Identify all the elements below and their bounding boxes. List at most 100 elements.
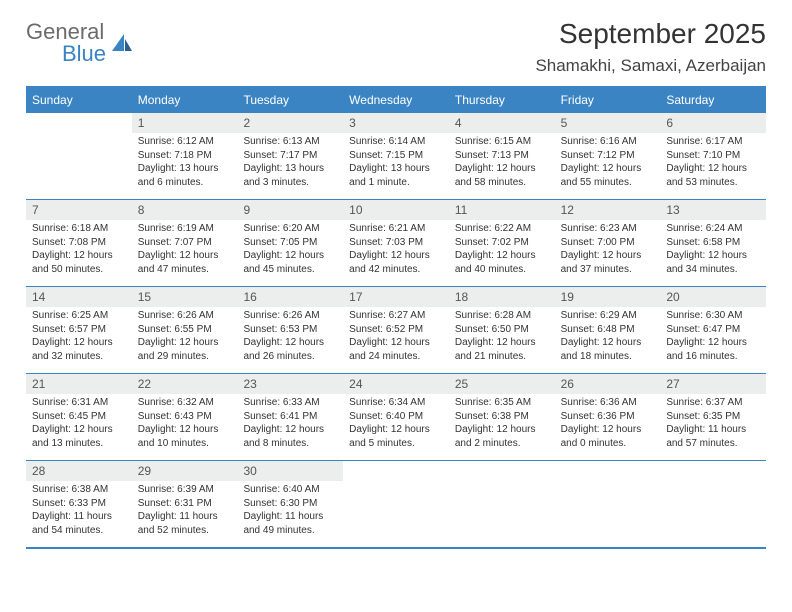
calendar-day: 20Sunrise: 6:30 AMSunset: 6:47 PMDayligh… bbox=[660, 287, 766, 373]
day-number: 1 bbox=[132, 113, 238, 133]
day-number: 30 bbox=[237, 461, 343, 481]
day-line-ss: Sunset: 6:50 PM bbox=[455, 323, 549, 337]
day-details: Sunrise: 6:21 AMSunset: 7:03 PMDaylight:… bbox=[343, 220, 449, 281]
day-line-dl1: Daylight: 13 hours bbox=[349, 162, 443, 176]
calendar-day: 24Sunrise: 6:34 AMSunset: 6:40 PMDayligh… bbox=[343, 374, 449, 460]
header: General Blue September 2025 Shamakhi, Sa… bbox=[26, 18, 766, 76]
weekday-header: Tuesday bbox=[237, 88, 343, 113]
day-number: 20 bbox=[660, 287, 766, 307]
calendar-day: 1Sunrise: 6:12 AMSunset: 7:18 PMDaylight… bbox=[132, 113, 238, 199]
day-line-dl2: and 21 minutes. bbox=[455, 350, 549, 364]
day-line-dl1: Daylight: 12 hours bbox=[666, 336, 760, 350]
day-line-ss: Sunset: 7:03 PM bbox=[349, 236, 443, 250]
day-line-ss: Sunset: 6:41 PM bbox=[243, 410, 337, 424]
day-line-dl1: Daylight: 12 hours bbox=[561, 249, 655, 263]
day-line-sr: Sunrise: 6:33 AM bbox=[243, 396, 337, 410]
day-number: 11 bbox=[449, 200, 555, 220]
day-number: 19 bbox=[555, 287, 661, 307]
calendar-week: 28Sunrise: 6:38 AMSunset: 6:33 PMDayligh… bbox=[26, 461, 766, 547]
day-details: Sunrise: 6:12 AMSunset: 7:18 PMDaylight:… bbox=[132, 133, 238, 194]
day-number: 12 bbox=[555, 200, 661, 220]
day-line-dl1: Daylight: 12 hours bbox=[32, 336, 126, 350]
day-details: Sunrise: 6:26 AMSunset: 6:55 PMDaylight:… bbox=[132, 307, 238, 368]
day-line-ss: Sunset: 6:33 PM bbox=[32, 497, 126, 511]
calendar-day bbox=[26, 113, 132, 199]
day-line-ss: Sunset: 6:48 PM bbox=[561, 323, 655, 337]
calendar-week: 21Sunrise: 6:31 AMSunset: 6:45 PMDayligh… bbox=[26, 374, 766, 461]
weekday-header: Sunday bbox=[26, 88, 132, 113]
day-number: 13 bbox=[660, 200, 766, 220]
day-line-sr: Sunrise: 6:26 AM bbox=[138, 309, 232, 323]
day-line-dl2: and 8 minutes. bbox=[243, 437, 337, 451]
calendar-day bbox=[660, 461, 766, 547]
day-details: Sunrise: 6:28 AMSunset: 6:50 PMDaylight:… bbox=[449, 307, 555, 368]
sail-icon bbox=[111, 33, 133, 58]
weekday-header: Saturday bbox=[660, 88, 766, 113]
day-number: 27 bbox=[660, 374, 766, 394]
month-title: September 2025 bbox=[535, 18, 766, 50]
day-line-dl1: Daylight: 12 hours bbox=[455, 162, 549, 176]
calendar-day: 26Sunrise: 6:36 AMSunset: 6:36 PMDayligh… bbox=[555, 374, 661, 460]
calendar-day: 18Sunrise: 6:28 AMSunset: 6:50 PMDayligh… bbox=[449, 287, 555, 373]
day-number: 21 bbox=[26, 374, 132, 394]
day-line-ss: Sunset: 6:38 PM bbox=[455, 410, 549, 424]
day-line-dl2: and 6 minutes. bbox=[138, 176, 232, 190]
day-line-dl1: Daylight: 12 hours bbox=[561, 162, 655, 176]
day-number: 10 bbox=[343, 200, 449, 220]
day-line-dl1: Daylight: 12 hours bbox=[138, 423, 232, 437]
day-line-dl2: and 10 minutes. bbox=[138, 437, 232, 451]
day-line-ss: Sunset: 7:00 PM bbox=[561, 236, 655, 250]
day-details: Sunrise: 6:37 AMSunset: 6:35 PMDaylight:… bbox=[660, 394, 766, 455]
day-number: 3 bbox=[343, 113, 449, 133]
calendar-day: 9Sunrise: 6:20 AMSunset: 7:05 PMDaylight… bbox=[237, 200, 343, 286]
day-line-dl2: and 58 minutes. bbox=[455, 176, 549, 190]
brand-word2: Blue bbox=[62, 41, 106, 66]
day-line-ss: Sunset: 7:08 PM bbox=[32, 236, 126, 250]
day-line-ss: Sunset: 7:15 PM bbox=[349, 149, 443, 163]
calendar-day: 25Sunrise: 6:35 AMSunset: 6:38 PMDayligh… bbox=[449, 374, 555, 460]
calendar-day: 15Sunrise: 6:26 AMSunset: 6:55 PMDayligh… bbox=[132, 287, 238, 373]
day-line-dl1: Daylight: 12 hours bbox=[666, 249, 760, 263]
day-line-dl2: and 34 minutes. bbox=[666, 263, 760, 277]
location-text: Shamakhi, Samaxi, Azerbaijan bbox=[535, 56, 766, 76]
day-line-dl1: Daylight: 11 hours bbox=[32, 510, 126, 524]
day-line-sr: Sunrise: 6:22 AM bbox=[455, 222, 549, 236]
day-line-ss: Sunset: 6:58 PM bbox=[666, 236, 760, 250]
day-line-ss: Sunset: 7:12 PM bbox=[561, 149, 655, 163]
day-details: Sunrise: 6:15 AMSunset: 7:13 PMDaylight:… bbox=[449, 133, 555, 194]
day-details: Sunrise: 6:25 AMSunset: 6:57 PMDaylight:… bbox=[26, 307, 132, 368]
day-line-dl2: and 0 minutes. bbox=[561, 437, 655, 451]
day-details: Sunrise: 6:18 AMSunset: 7:08 PMDaylight:… bbox=[26, 220, 132, 281]
day-line-dl1: Daylight: 12 hours bbox=[455, 249, 549, 263]
day-details: Sunrise: 6:13 AMSunset: 7:17 PMDaylight:… bbox=[237, 133, 343, 194]
day-line-dl2: and 37 minutes. bbox=[561, 263, 655, 277]
day-line-ss: Sunset: 7:18 PM bbox=[138, 149, 232, 163]
day-line-dl1: Daylight: 12 hours bbox=[561, 336, 655, 350]
day-number: 17 bbox=[343, 287, 449, 307]
day-line-sr: Sunrise: 6:31 AM bbox=[32, 396, 126, 410]
day-line-dl2: and 57 minutes. bbox=[666, 437, 760, 451]
weekday-header-row: SundayMondayTuesdayWednesdayThursdayFrid… bbox=[26, 88, 766, 113]
day-line-ss: Sunset: 7:13 PM bbox=[455, 149, 549, 163]
day-details: Sunrise: 6:20 AMSunset: 7:05 PMDaylight:… bbox=[237, 220, 343, 281]
calendar-week: 1Sunrise: 6:12 AMSunset: 7:18 PMDaylight… bbox=[26, 113, 766, 200]
weekday-header: Wednesday bbox=[343, 88, 449, 113]
day-line-dl1: Daylight: 12 hours bbox=[243, 336, 337, 350]
weekday-header: Monday bbox=[132, 88, 238, 113]
day-details: Sunrise: 6:31 AMSunset: 6:45 PMDaylight:… bbox=[26, 394, 132, 455]
day-line-dl1: Daylight: 12 hours bbox=[32, 249, 126, 263]
calendar-day: 13Sunrise: 6:24 AMSunset: 6:58 PMDayligh… bbox=[660, 200, 766, 286]
weekday-header: Friday bbox=[555, 88, 661, 113]
calendar-day: 8Sunrise: 6:19 AMSunset: 7:07 PMDaylight… bbox=[132, 200, 238, 286]
day-details: Sunrise: 6:27 AMSunset: 6:52 PMDaylight:… bbox=[343, 307, 449, 368]
day-line-dl2: and 16 minutes. bbox=[666, 350, 760, 364]
day-number: 25 bbox=[449, 374, 555, 394]
day-details: Sunrise: 6:24 AMSunset: 6:58 PMDaylight:… bbox=[660, 220, 766, 281]
calendar-day: 23Sunrise: 6:33 AMSunset: 6:41 PMDayligh… bbox=[237, 374, 343, 460]
day-details: Sunrise: 6:26 AMSunset: 6:53 PMDaylight:… bbox=[237, 307, 343, 368]
day-details: Sunrise: 6:34 AMSunset: 6:40 PMDaylight:… bbox=[343, 394, 449, 455]
day-line-ss: Sunset: 7:02 PM bbox=[455, 236, 549, 250]
day-line-dl1: Daylight: 11 hours bbox=[138, 510, 232, 524]
day-line-sr: Sunrise: 6:27 AM bbox=[349, 309, 443, 323]
day-line-ss: Sunset: 6:47 PM bbox=[666, 323, 760, 337]
